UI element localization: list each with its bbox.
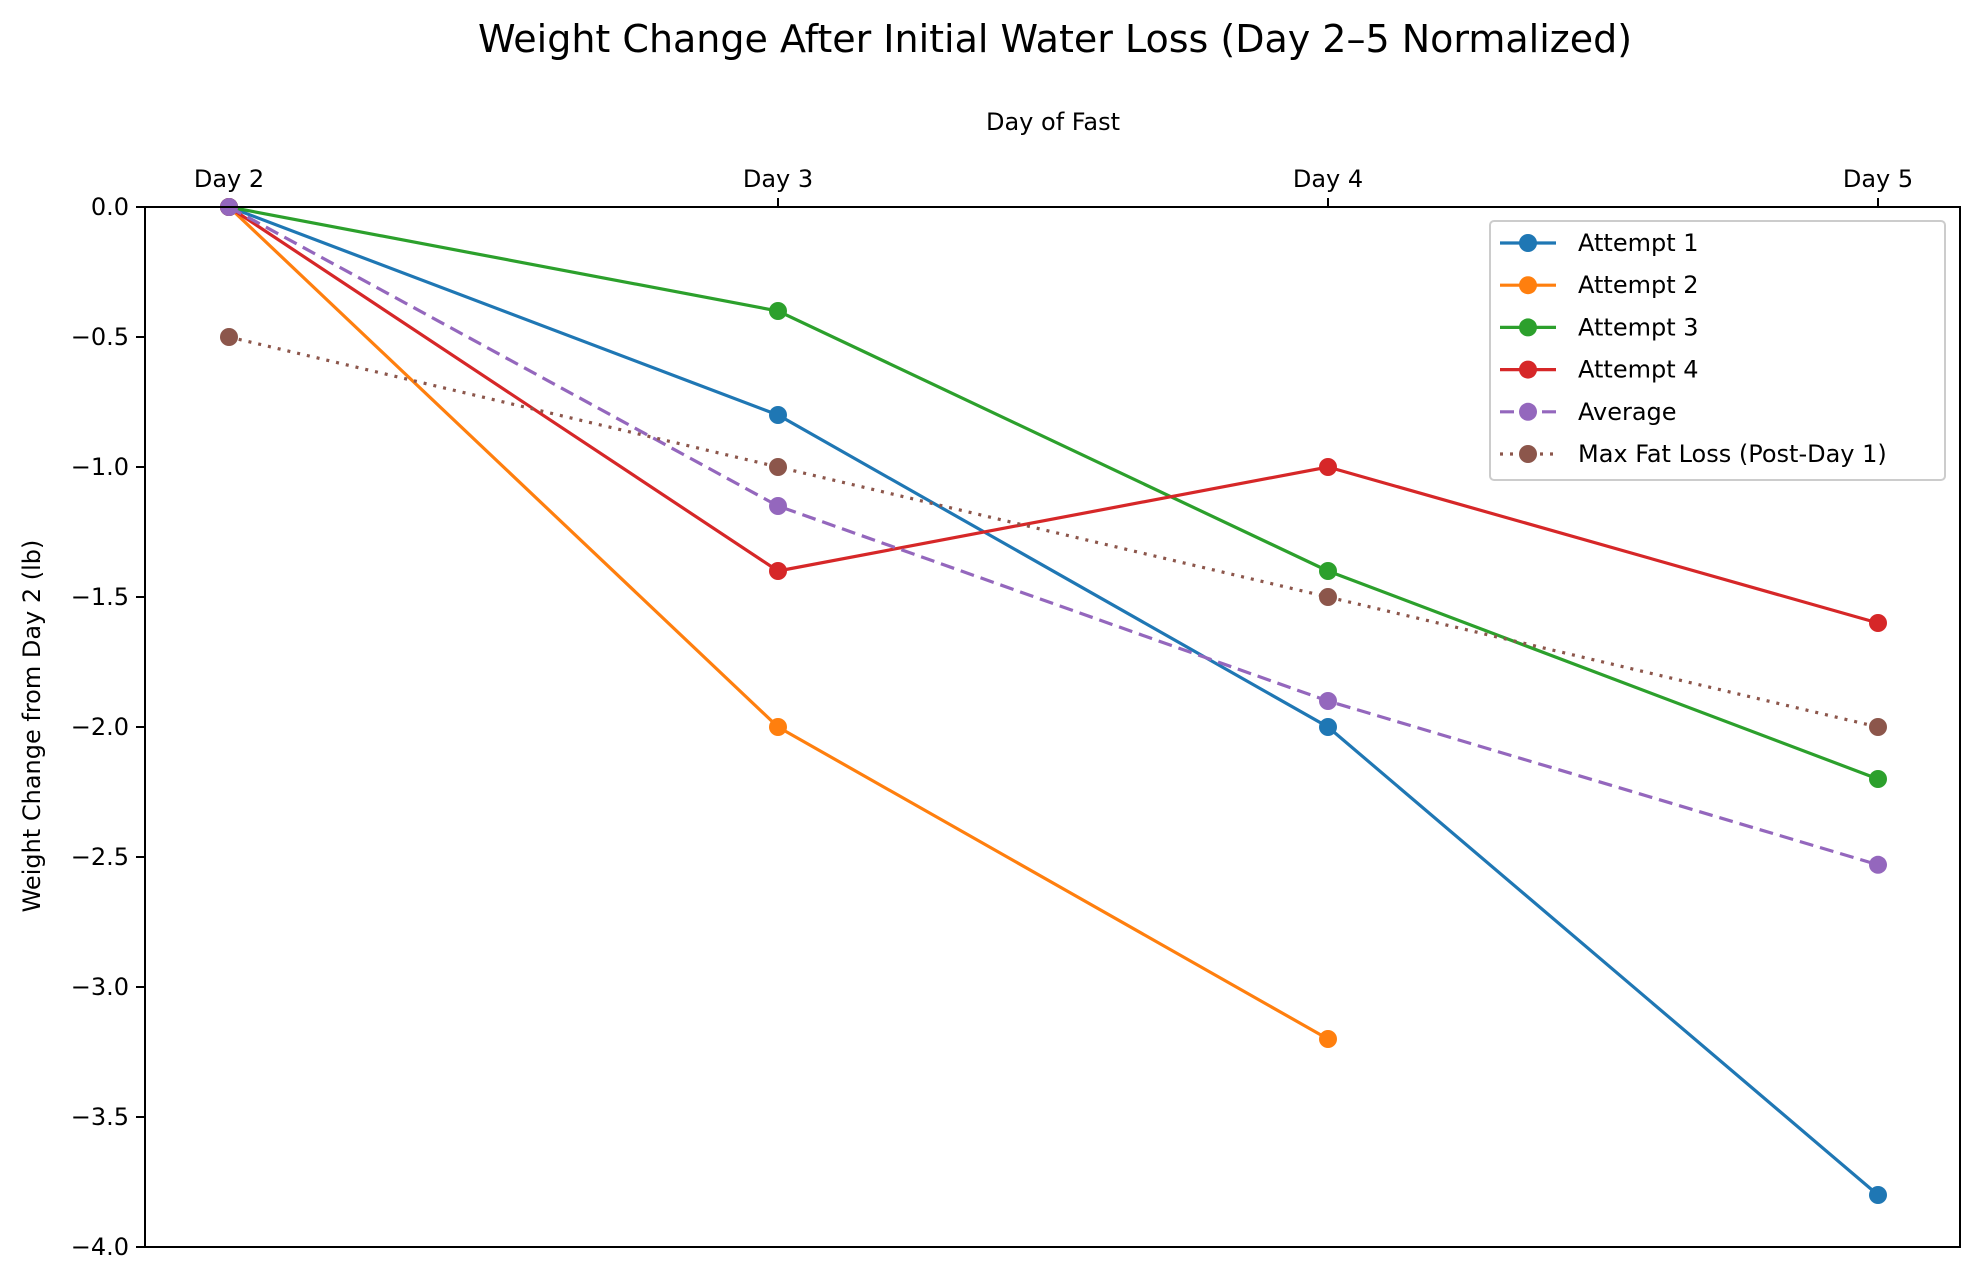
series-line (228, 205, 1879, 781)
data-point (1869, 855, 1887, 874)
data-point (769, 562, 787, 580)
legend-entry: Attempt 2 (1500, 271, 1699, 299)
y-tick-label: −4.0 (71, 1233, 129, 1261)
legend-entry: Attempt 3 (1500, 313, 1699, 341)
data-point (769, 458, 787, 476)
legend-label: Attempt 4 (1578, 356, 1699, 384)
y-axis-label: Weight Change from Day 2 (lb) (18, 540, 46, 913)
series-average (220, 198, 1887, 874)
legend-marker (1519, 318, 1537, 337)
data-point (769, 718, 787, 736)
series-max-fat-loss-post-day-1- (220, 328, 1887, 736)
x-tick-label: Day 3 (743, 165, 813, 193)
series-line (228, 335, 1879, 729)
legend-marker (1519, 445, 1537, 463)
legend-entry: Average (1500, 398, 1677, 426)
data-point (1319, 588, 1337, 606)
legend-label: Attempt 1 (1578, 229, 1699, 257)
series-line (228, 205, 1880, 1197)
legend-marker (1519, 360, 1537, 379)
data-point (769, 406, 787, 424)
legend-marker (1519, 234, 1537, 252)
data-point (1869, 770, 1887, 788)
legend-marker (1519, 402, 1537, 421)
series-line (227, 205, 1329, 1041)
data-point (769, 302, 787, 320)
y-tick-label: −0.5 (71, 323, 129, 351)
y-tick-label: −2.0 (71, 713, 129, 741)
y-tick-label: −1.0 (71, 453, 129, 481)
data-point (1319, 458, 1337, 476)
legend-label: Average (1578, 398, 1677, 426)
x-axis-label: Day of Fast (986, 108, 1120, 136)
data-point (1319, 562, 1337, 580)
data-point (1869, 718, 1887, 736)
legend-label: Attempt 2 (1578, 271, 1699, 299)
x-tick-label: Day 4 (1293, 165, 1363, 193)
chart-title: Weight Change After Initial Water Loss (… (478, 17, 1632, 61)
legend-marker (1519, 276, 1537, 295)
legend-entry: Max Fat Loss (Post-Day 1) (1500, 440, 1887, 468)
data-point (1319, 692, 1337, 710)
data-point (1869, 614, 1887, 632)
legend-entry: Attempt 4 (1500, 356, 1699, 384)
y-tick-label: −1.5 (71, 583, 129, 611)
legend: Attempt 1 Attempt 2 Attempt 3 Attempt 4 Aver… (1489, 220, 1946, 481)
legend-label: Max Fat Loss (Post-Day 1) (1578, 440, 1887, 468)
data-point (769, 497, 787, 515)
data-point (1869, 1186, 1887, 1204)
data-point (1319, 718, 1337, 736)
legend-label: Attempt 3 (1578, 313, 1699, 341)
y-tick-label: 0.0 (91, 193, 129, 221)
plot-frame (144, 206, 1961, 1248)
data-point (220, 328, 238, 346)
series-line (228, 205, 1879, 867)
x-tick-label: Day 5 (1843, 165, 1913, 193)
series-line (228, 205, 1879, 625)
x-tick-label: Day 2 (194, 165, 264, 193)
legend-box (1489, 220, 1946, 481)
data-point (1319, 1030, 1337, 1048)
legend-entry: Attempt 1 (1500, 229, 1699, 257)
y-tick-label: −3.5 (71, 1103, 129, 1131)
series-attempt-2 (220, 198, 1337, 1048)
y-tick-label: −2.5 (71, 843, 129, 871)
y-tick-label: −3.0 (71, 973, 129, 1001)
